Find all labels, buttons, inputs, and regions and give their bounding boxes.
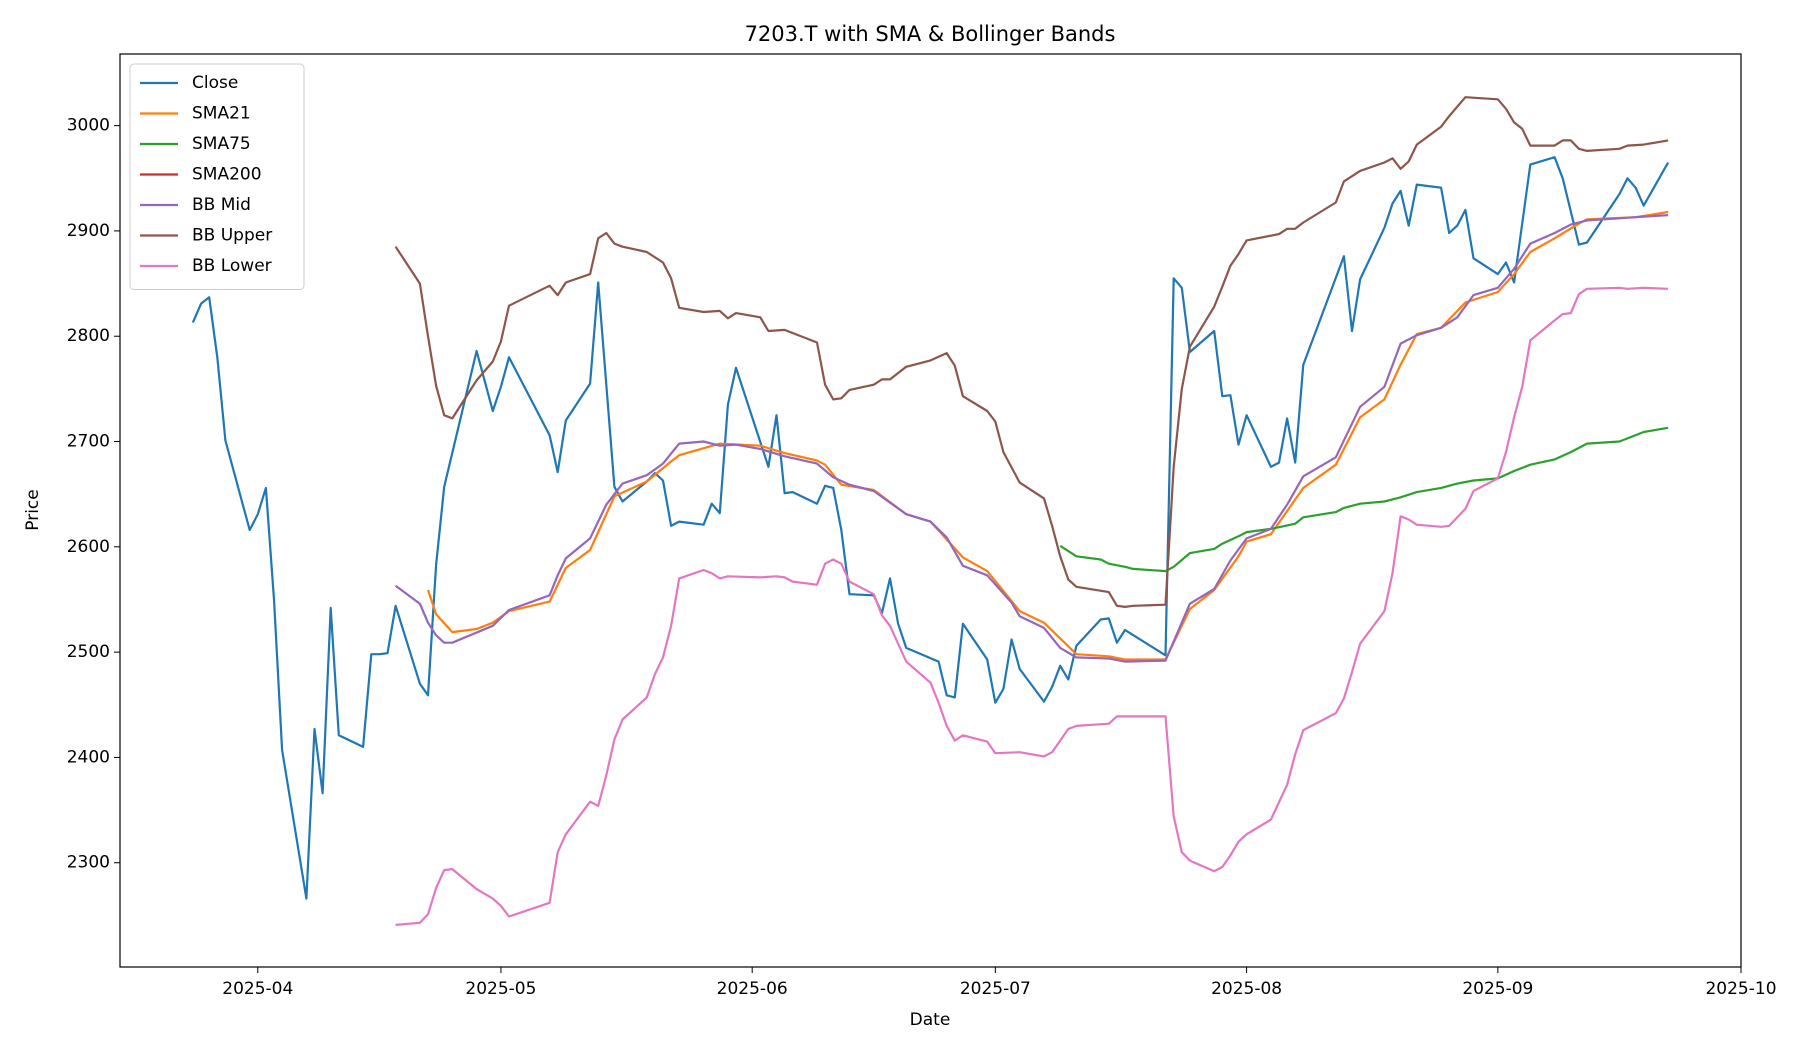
series-line [191,156,1670,900]
legend-label: BB Mid [192,195,251,215]
legend-box [129,63,305,290]
legend-label: BB Lower [192,256,272,276]
legend-label: Close [192,73,238,93]
series-line [426,210,1669,661]
y-axis-label: Price [23,489,43,530]
y-tick-label: 2600 [67,537,110,557]
y-tick-label: 3000 [67,116,110,136]
legend-label: SMA21 [192,104,251,124]
series-line [395,286,1669,926]
x-tick-label: 2025-04 [222,979,293,999]
x-tick-label: 2025-10 [1705,979,1776,999]
series-line [394,96,1669,608]
legend-label: SMA75 [192,134,251,154]
y-tick-label: 2900 [67,221,110,241]
x-tick-label: 2025-08 [1211,979,1282,999]
x-tick-label: 2025-06 [717,979,788,999]
y-tick-label: 2500 [67,642,110,662]
y-tick-label: 2800 [67,326,110,346]
y-tick-label: 2300 [67,853,110,873]
series-line [394,214,1669,663]
axes-frame [119,53,1742,968]
y-tick-label: 2400 [67,747,110,767]
x-tick-label: 2025-05 [465,979,536,999]
chart-title: 7203.T with SMA & Bollinger Bands [745,22,1116,46]
x-tick-label: 2025-09 [1462,979,1533,999]
legend-label: SMA200 [192,165,262,185]
y-tick-label: 2700 [67,432,110,452]
x-tick-label: 2025-07 [960,979,1031,999]
series-line [1059,426,1669,573]
legend-label: BB Upper [192,226,272,246]
x-axis-label: Date [910,1010,951,1030]
